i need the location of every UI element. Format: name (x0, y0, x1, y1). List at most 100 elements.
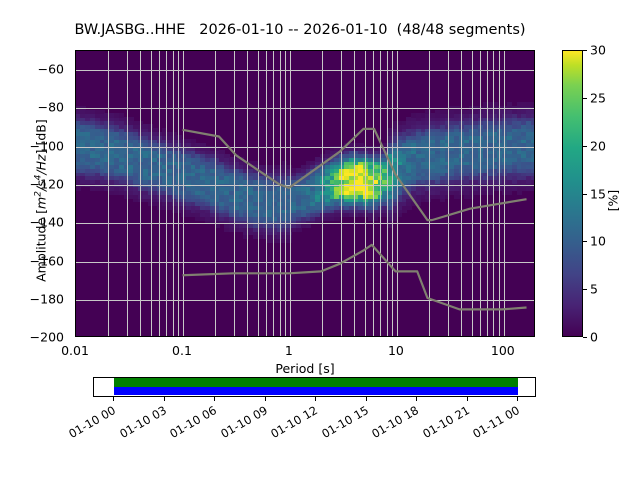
density-cell (296, 201, 302, 206)
density-cell (449, 135, 455, 140)
gridline-vertical (480, 51, 482, 336)
density-cell (353, 142, 360, 147)
density-cell (85, 179, 91, 184)
density-cell (502, 105, 508, 111)
density-cell (315, 186, 321, 192)
density-cell (468, 127, 475, 133)
density-cell (387, 223, 393, 228)
density-cell (463, 135, 470, 140)
density-cell (439, 135, 446, 140)
density-cell (76, 109, 82, 114)
density-cell (502, 116, 508, 122)
density-cell (348, 194, 355, 199)
density-cell (238, 164, 245, 170)
timeline-data-coverage-bar[interactable] (114, 378, 518, 387)
density-cell (262, 164, 269, 170)
density-cell (128, 116, 134, 122)
density-cell (348, 168, 355, 173)
density-cell (114, 142, 120, 147)
timeline-psd-segments-bar[interactable] (114, 386, 518, 396)
density-cell (85, 150, 91, 155)
density-cell (171, 175, 177, 181)
density-cell (281, 161, 288, 166)
density-cell (76, 161, 82, 166)
density-cell (123, 138, 130, 144)
density-cell (209, 190, 216, 195)
density-cell (310, 186, 316, 192)
density-cell (497, 175, 503, 181)
density-cell (468, 113, 475, 118)
density-cell (406, 201, 412, 206)
density-cell (94, 131, 101, 136)
density-cell (506, 131, 513, 136)
density-cell (267, 201, 273, 206)
density-cell (257, 194, 264, 199)
density-cell (123, 153, 130, 159)
density-cell (382, 212, 388, 217)
density-cell (482, 172, 489, 177)
density-cell (310, 172, 316, 177)
timeline-widget[interactable] (93, 377, 536, 397)
timeline-tick-label: 01-10 09 (217, 403, 270, 441)
density-cell (324, 205, 331, 210)
density-cell (114, 190, 120, 195)
density-cell (185, 205, 192, 210)
density-cell (497, 172, 503, 177)
density-cell (94, 138, 101, 144)
density-cell (142, 153, 149, 159)
density-cell (473, 153, 479, 159)
density-cell (401, 164, 407, 170)
density-cell (99, 161, 106, 166)
density-cell (310, 219, 316, 225)
density-cell (205, 190, 211, 195)
density-cell (411, 168, 417, 173)
density-cell (229, 164, 235, 170)
density-cell (262, 230, 269, 236)
density-cell (396, 190, 403, 195)
density-cell (128, 168, 134, 173)
density-cell (530, 142, 534, 147)
density-cell (166, 205, 173, 210)
density-cell (511, 157, 518, 162)
density-cell (468, 135, 475, 140)
ppsd-plot-area[interactable] (75, 50, 535, 337)
density-cell (387, 153, 393, 159)
density-cell (396, 153, 403, 159)
density-cell (463, 120, 470, 125)
density-cell (200, 146, 206, 151)
density-cell (152, 175, 158, 181)
gridline-vertical (471, 51, 473, 336)
density-cell (468, 164, 475, 170)
density-cell (449, 131, 455, 136)
density-cell (516, 157, 522, 162)
density-cell (372, 172, 379, 177)
density-cell (219, 186, 225, 192)
density-cell (147, 164, 154, 170)
density-cell (166, 153, 173, 159)
density-cell (468, 142, 475, 147)
density-cell (492, 138, 499, 144)
density-cell (267, 238, 273, 243)
density-cell (104, 127, 110, 133)
density-cell (90, 179, 96, 184)
density-cell (401, 175, 407, 181)
density-cell (473, 172, 479, 177)
density-cell (463, 190, 470, 195)
density-cell (530, 116, 534, 122)
density-cell (152, 194, 158, 199)
density-cell (142, 186, 149, 192)
density-cell (401, 131, 407, 136)
density-cell (296, 219, 302, 225)
y-axis-tick-label: −200 (29, 329, 64, 345)
density-cell (147, 197, 154, 203)
density-cell (243, 208, 249, 214)
density-cell (454, 175, 460, 181)
colorbar[interactable] (562, 50, 583, 337)
density-cell (530, 164, 534, 170)
density-cell (85, 161, 91, 166)
density-cell (506, 102, 513, 107)
density-cell (233, 164, 240, 170)
density-cell (401, 146, 407, 151)
density-cell (387, 146, 393, 151)
density-cell (214, 175, 221, 181)
